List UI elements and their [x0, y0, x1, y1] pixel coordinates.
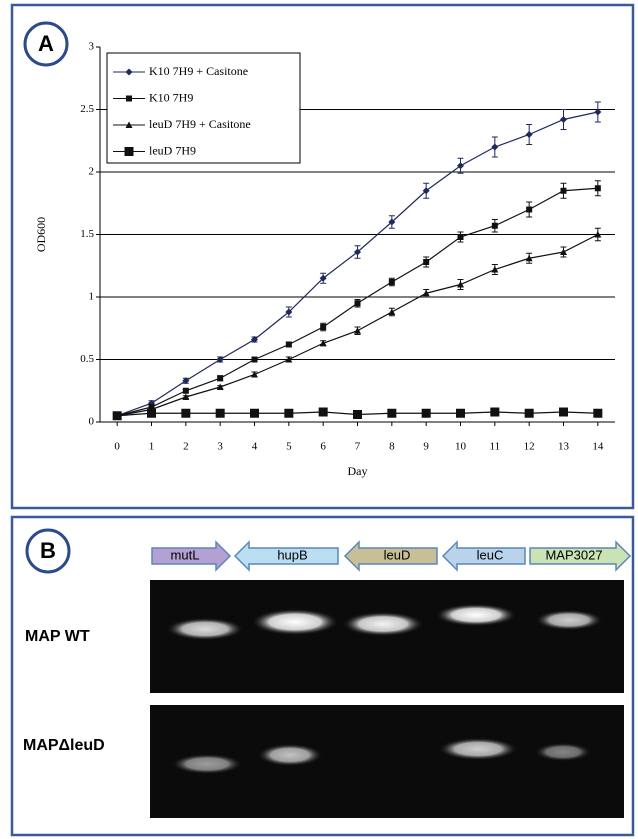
- marker: [526, 131, 533, 138]
- x-tick-label: 12: [524, 441, 535, 453]
- legend-label: K10 7H9: [149, 90, 193, 104]
- marker: [457, 281, 464, 288]
- gene-label: mutL: [171, 547, 200, 562]
- panel-label: A: [38, 31, 54, 56]
- x-tick-label: 1: [149, 441, 155, 453]
- series-line: [117, 235, 598, 416]
- gel-band: [535, 743, 591, 761]
- x-tick-label: 4: [252, 441, 258, 453]
- x-tick-label: 10: [455, 441, 467, 453]
- marker: [355, 300, 361, 306]
- figure: A B MAP WT MAPΔleuD 00.511.522.530123456…: [0, 0, 638, 839]
- x-tick-label: 14: [592, 441, 604, 453]
- marker: [492, 223, 498, 229]
- marker: [250, 409, 259, 418]
- marker: [456, 409, 465, 418]
- panel-label: B: [40, 538, 56, 563]
- marker: [125, 147, 134, 156]
- marker: [561, 188, 567, 194]
- marker: [353, 410, 362, 419]
- gel-band: [439, 738, 517, 760]
- y-tick-label: 2.5: [80, 103, 94, 115]
- gel-band: [536, 610, 602, 630]
- y-tick-label: 0: [89, 416, 95, 428]
- marker: [216, 409, 225, 418]
- marker: [183, 388, 189, 394]
- legend-label: leuD 7H9: [149, 143, 196, 157]
- y-axis-label: OD600: [34, 217, 48, 252]
- y-tick-label: 1: [89, 291, 95, 303]
- x-tick-label: 9: [423, 441, 429, 453]
- marker: [284, 409, 293, 418]
- gel-band: [436, 604, 516, 626]
- marker: [423, 259, 429, 265]
- marker: [319, 408, 328, 417]
- gel-band: [252, 609, 338, 635]
- gel-band: [172, 754, 242, 774]
- marker: [388, 309, 395, 316]
- x-tick-label: 8: [389, 441, 395, 453]
- marker: [320, 324, 326, 330]
- marker: [560, 249, 567, 256]
- gene-label: MAP3027: [545, 547, 602, 562]
- row-label: MAPΔleuD: [23, 737, 105, 754]
- marker: [126, 96, 132, 102]
- legend-label: leuD 7H9 + Casitone: [149, 117, 251, 131]
- x-tick-label: 11: [490, 441, 501, 453]
- y-tick-label: 1.5: [80, 228, 94, 240]
- row-label: MAP WT: [25, 628, 90, 645]
- marker: [490, 408, 499, 417]
- marker: [113, 411, 122, 420]
- gel-band: [167, 618, 243, 640]
- gel-band: [343, 612, 423, 636]
- marker: [525, 409, 534, 418]
- y-tick-label: 0.5: [80, 353, 94, 365]
- x-tick-label: 3: [217, 441, 223, 453]
- marker: [560, 116, 567, 123]
- marker: [593, 409, 602, 418]
- page: A B MAP WT MAPΔleuD 00.511.522.530123456…: [0, 0, 638, 839]
- marker: [526, 207, 532, 213]
- x-tick-label: 7: [355, 441, 361, 453]
- marker: [387, 409, 396, 418]
- y-tick-label: 2: [89, 166, 95, 178]
- marker: [181, 409, 190, 418]
- gene-label: leuD: [384, 547, 411, 562]
- marker: [252, 357, 258, 363]
- marker: [217, 384, 224, 391]
- marker: [147, 409, 156, 418]
- x-tick-label: 5: [286, 441, 292, 453]
- x-axis-label: Day: [348, 464, 368, 478]
- x-tick-label: 0: [114, 441, 120, 453]
- marker: [422, 409, 431, 418]
- x-tick-label: 6: [320, 441, 326, 453]
- marker: [458, 234, 464, 240]
- marker: [217, 375, 223, 381]
- gene-label: hupB: [277, 547, 307, 562]
- marker: [286, 342, 292, 348]
- y-tick-label: 3: [89, 41, 95, 53]
- legend-label: K10 7H9 + Casitone: [149, 64, 248, 78]
- gene-label: leuC: [477, 547, 504, 562]
- marker: [389, 279, 395, 285]
- gel-band: [258, 744, 322, 766]
- x-tick-label: 2: [183, 441, 189, 453]
- marker: [559, 408, 568, 417]
- x-tick-label: 13: [558, 441, 570, 453]
- marker: [491, 144, 498, 151]
- marker: [595, 185, 601, 191]
- marker: [354, 327, 361, 334]
